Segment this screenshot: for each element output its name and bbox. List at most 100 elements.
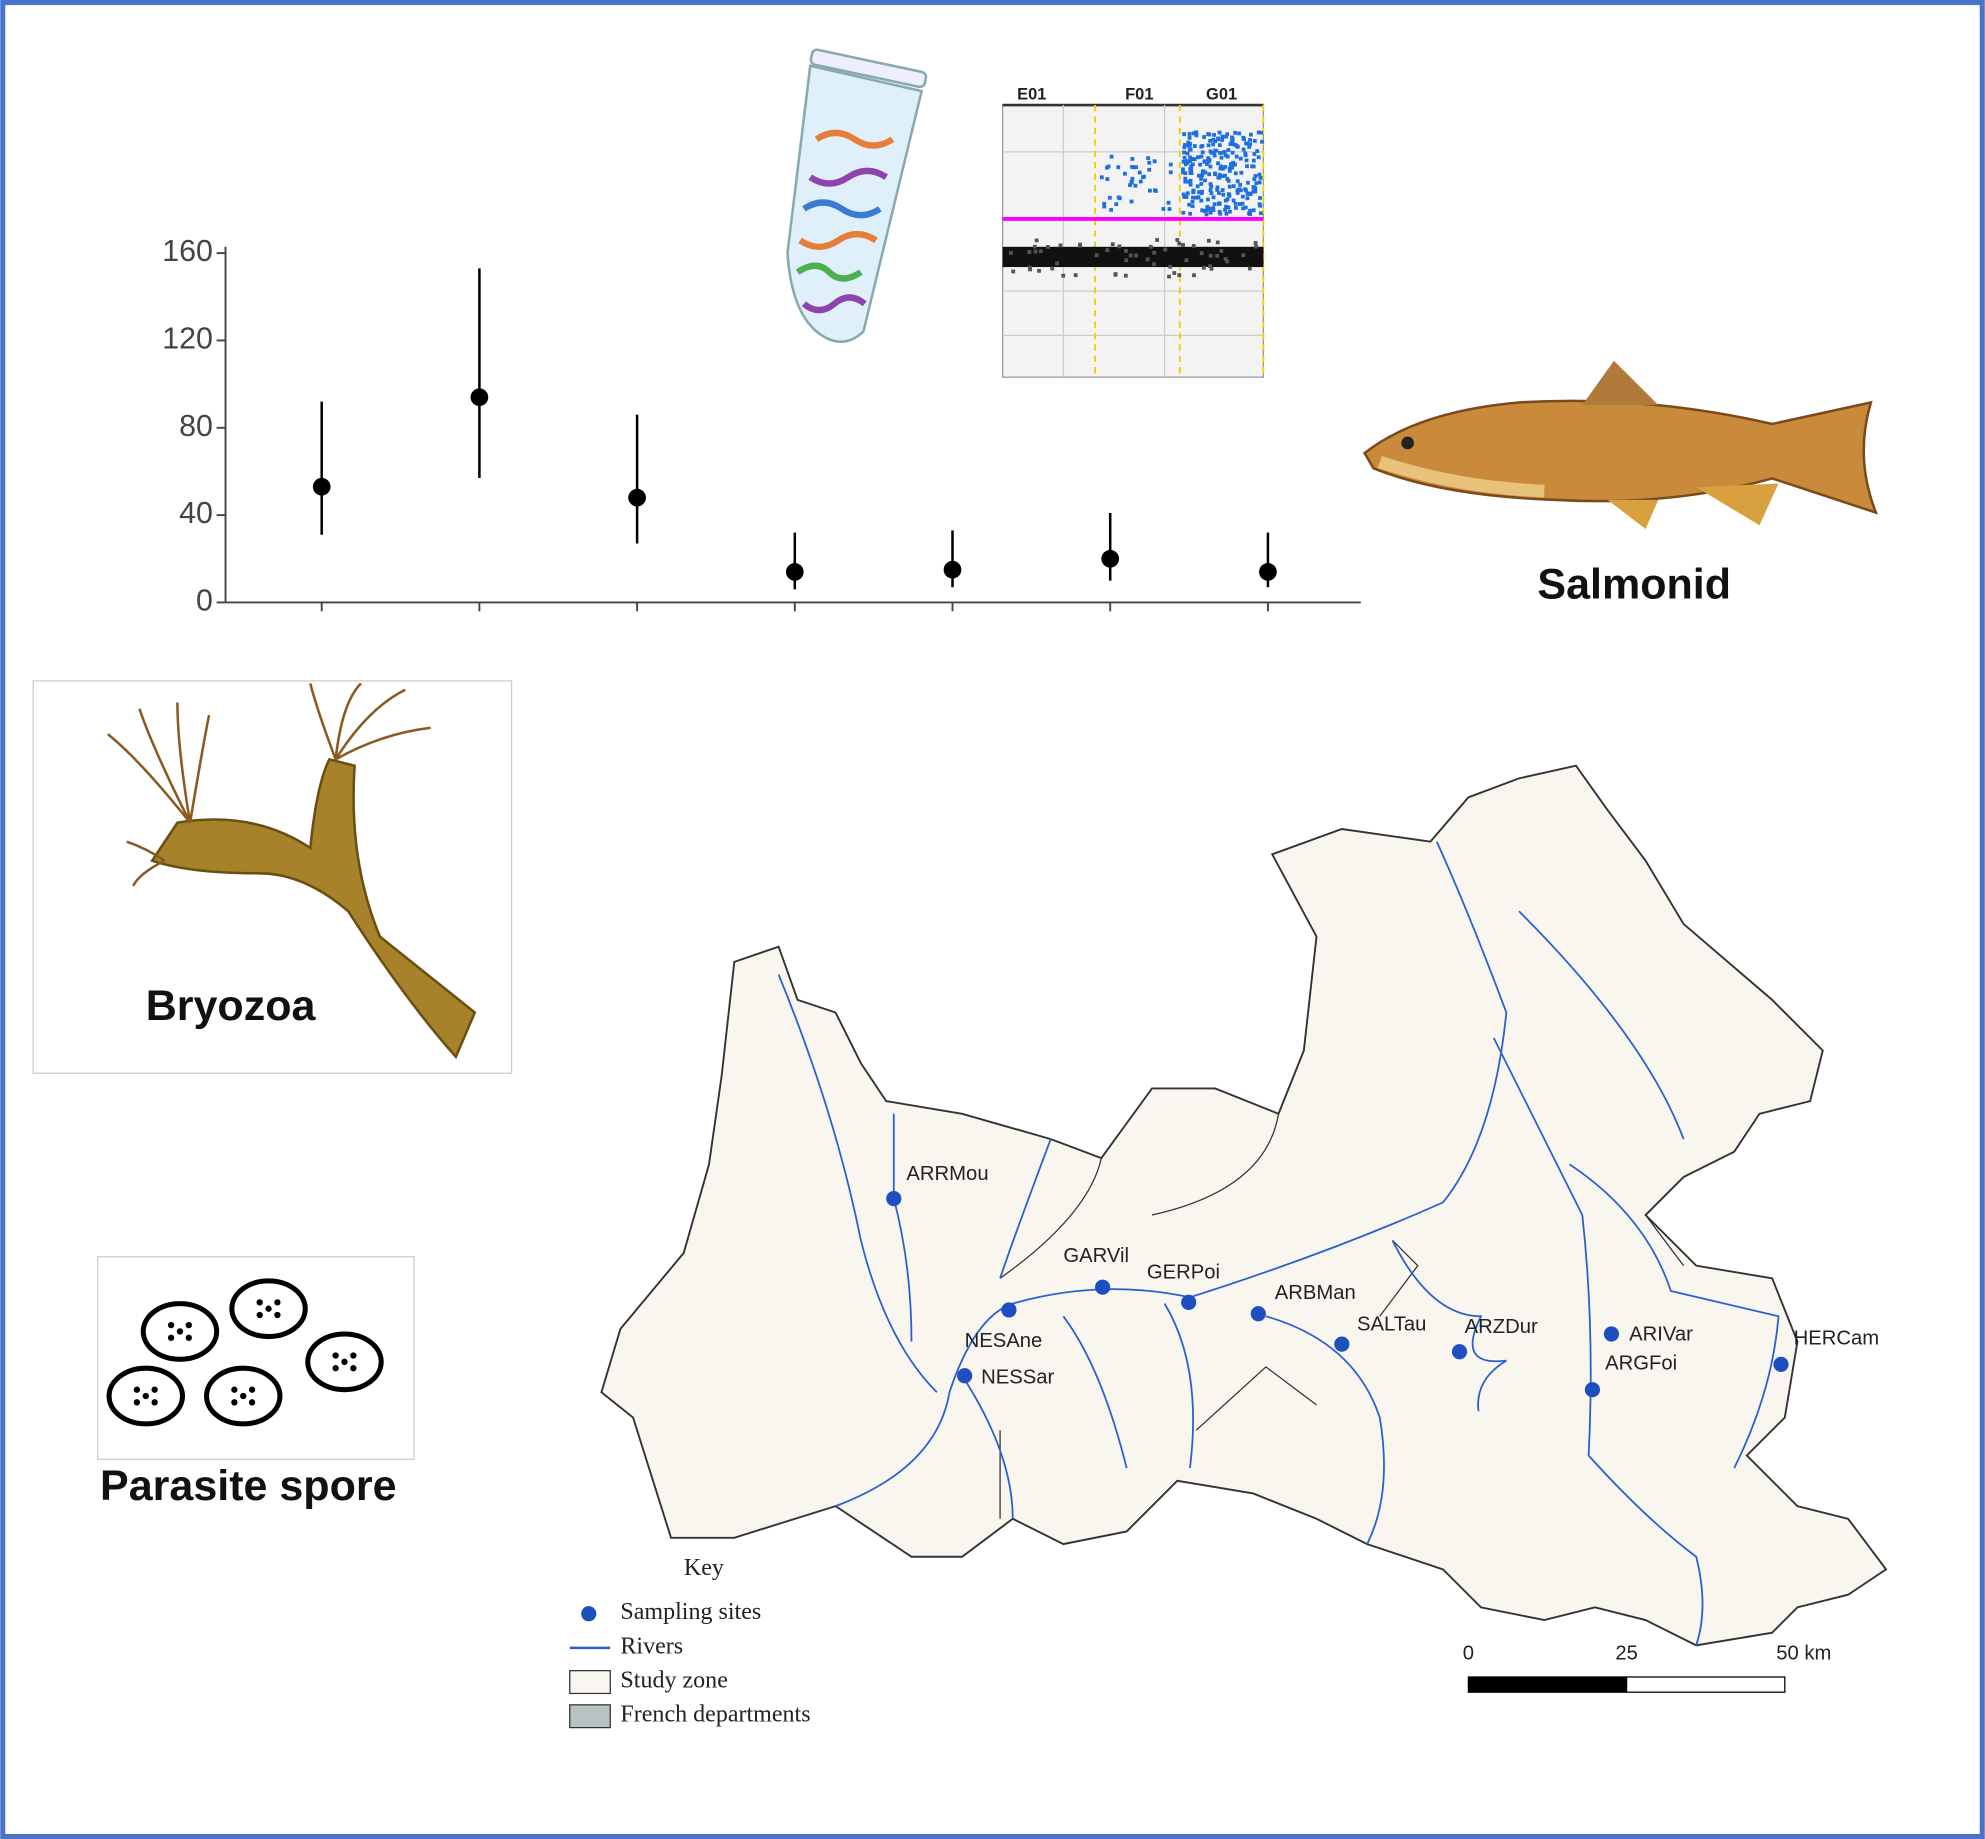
- droplet: [1243, 153, 1248, 158]
- spore-dot: [350, 1352, 357, 1359]
- well-label: F01: [1125, 85, 1153, 103]
- droplet: [1245, 164, 1249, 169]
- droplet: [1181, 159, 1186, 164]
- droplet: [1225, 177, 1230, 181]
- droplet: [1252, 177, 1257, 181]
- droplet: [1254, 244, 1259, 249]
- droplet: [1153, 188, 1157, 193]
- droplet: [1167, 274, 1171, 279]
- droplet: [1033, 249, 1038, 254]
- droplet: [1113, 272, 1118, 277]
- droplet: [1224, 134, 1228, 139]
- scale-bar: 0 25 50 km: [1463, 1643, 1831, 1693]
- droplet: [1205, 197, 1210, 202]
- droplet: [1224, 211, 1229, 216]
- droplet: [1227, 209, 1232, 214]
- droplet: [1223, 173, 1227, 178]
- droplet: [1152, 159, 1157, 164]
- droplet: [1238, 156, 1243, 161]
- droplet: [1038, 249, 1043, 254]
- point: [943, 560, 962, 579]
- droplet: [1181, 167, 1185, 172]
- droplet: [1247, 266, 1252, 271]
- droplet: [1194, 130, 1199, 135]
- droplet: [1204, 208, 1209, 213]
- droplet: [1183, 143, 1187, 147]
- droplet: [1227, 166, 1232, 171]
- droplet: [1260, 139, 1264, 144]
- droplet: [1229, 140, 1234, 144]
- key-label: Rivers: [620, 1633, 683, 1659]
- droplet: [1192, 273, 1196, 278]
- droplet: [1184, 195, 1189, 199]
- droplet: [1217, 172, 1222, 177]
- droplet: [1225, 132, 1230, 137]
- droplet: [1209, 191, 1214, 196]
- droplet: [1116, 195, 1121, 200]
- droplet: [1217, 130, 1222, 135]
- droplet: [1231, 162, 1236, 167]
- droplet: [1211, 195, 1216, 200]
- droplet: [1194, 195, 1199, 200]
- y-tick-label: 0: [196, 584, 213, 617]
- droplet: [1209, 184, 1214, 189]
- droplet: [1182, 132, 1187, 137]
- spore-dot: [256, 1311, 263, 1319]
- droplet: [1207, 132, 1212, 137]
- droplet: [1190, 204, 1195, 209]
- point: [470, 388, 489, 407]
- key-label: Sampling sites: [620, 1599, 761, 1625]
- droplet: [1188, 155, 1192, 160]
- droplet: [1228, 142, 1233, 146]
- site-marker: [1334, 1336, 1350, 1352]
- droplet: [1218, 211, 1223, 216]
- spore-dot: [133, 1386, 141, 1393]
- droplet: [1223, 153, 1228, 158]
- droplet: [1253, 241, 1258, 245]
- droplet: [1122, 171, 1127, 176]
- droplet: [1199, 182, 1204, 186]
- point: [785, 563, 804, 581]
- droplet: [1106, 164, 1111, 169]
- droplet: [1213, 171, 1218, 176]
- droplet: [1219, 164, 1223, 169]
- droplet: [1241, 206, 1245, 211]
- droplet: [1050, 266, 1055, 271]
- spore-illustration: [97, 1256, 415, 1460]
- droplet: [1155, 238, 1160, 242]
- droplet: [1034, 238, 1039, 243]
- droplet: [1226, 192, 1231, 197]
- droplet: [1138, 179, 1143, 184]
- droplet: [1254, 181, 1259, 186]
- droplet: [1181, 210, 1186, 215]
- site-label: NESSar: [981, 1367, 1054, 1389]
- droplet: [1146, 156, 1151, 161]
- droplet: [1102, 204, 1107, 209]
- spore-dot: [151, 1399, 158, 1406]
- key-symbol: [581, 1606, 597, 1622]
- droplet: [1175, 238, 1180, 242]
- site-marker: [1603, 1326, 1620, 1342]
- droplet: [1202, 135, 1206, 139]
- droplet: [1133, 183, 1138, 188]
- droplet: [1226, 205, 1231, 210]
- droplet: [1184, 258, 1189, 263]
- droplet: [1009, 251, 1013, 255]
- droplet: [1200, 144, 1205, 148]
- droplet: [1214, 148, 1219, 153]
- droplet: [1182, 155, 1187, 160]
- droplet: [1147, 167, 1152, 172]
- droplet: [1251, 158, 1256, 163]
- droplet: [1182, 145, 1187, 150]
- well-label: G01: [1206, 85, 1237, 103]
- droplet: [1199, 154, 1204, 159]
- droplet: [1217, 143, 1222, 148]
- droplet: [1248, 208, 1252, 213]
- site-label: ARZDur: [1465, 1316, 1538, 1338]
- droplet: [1239, 170, 1244, 175]
- droplet: [1209, 266, 1214, 271]
- droplet: [1220, 188, 1225, 192]
- spore-dot: [167, 1334, 175, 1341]
- droplet: [1221, 192, 1226, 197]
